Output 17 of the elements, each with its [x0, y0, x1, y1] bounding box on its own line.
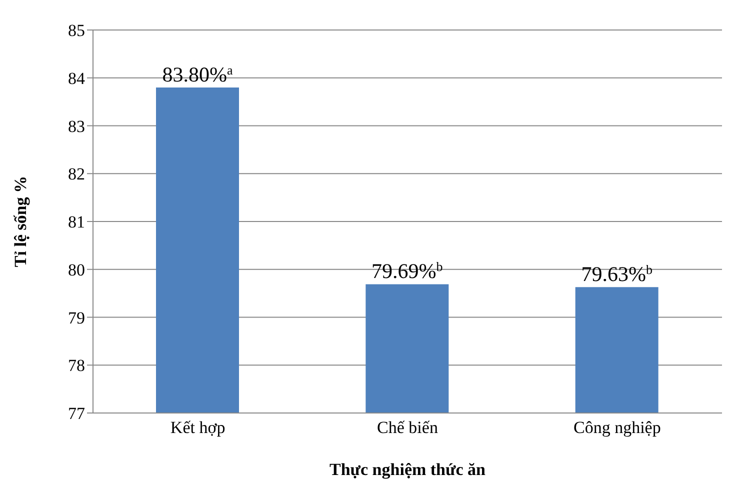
y-tick-label: 79	[68, 308, 85, 328]
data-label: 83.80%$^{a}$	[162, 62, 233, 86]
y-tick-label: 84	[68, 68, 86, 88]
x-axis-title: Thực nghiệm thức ăn	[330, 460, 486, 479]
data-label: 79.69%$^{b}$	[372, 259, 443, 284]
x-tick-label: Công nghiệp	[573, 418, 661, 438]
y-tick-label: 77	[68, 404, 86, 424]
y-tick-label: 80	[68, 260, 85, 280]
x-tick-label: Chế biến	[377, 418, 438, 438]
y-axis-title: Tỉ lệ sống %	[11, 176, 30, 268]
x-tick-label: Kết hợp	[170, 418, 226, 438]
y-tick-label: 83	[68, 116, 85, 136]
y-tick-label: 81	[68, 212, 85, 232]
y-tick-label: 78	[68, 356, 85, 376]
y-tick-label: 82	[68, 164, 85, 184]
y-tick-label: 85	[68, 21, 85, 40]
data-label: 79.63%$^{b}$	[581, 262, 652, 286]
